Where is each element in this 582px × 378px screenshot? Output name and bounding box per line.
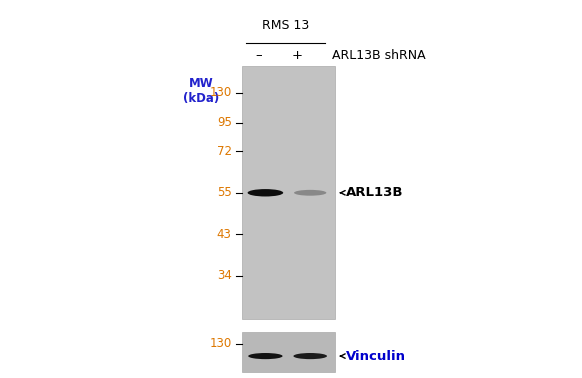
Ellipse shape (248, 353, 283, 359)
Ellipse shape (293, 353, 327, 359)
Text: 95: 95 (217, 116, 232, 129)
Text: 55: 55 (217, 186, 232, 199)
Text: Vinculin: Vinculin (346, 350, 406, 363)
Bar (242, 332, 335, 372)
Text: +: + (292, 50, 302, 62)
Ellipse shape (294, 190, 327, 196)
Text: RMS 13: RMS 13 (261, 19, 309, 32)
Text: 34: 34 (217, 270, 232, 282)
Ellipse shape (247, 189, 283, 197)
Text: 130: 130 (210, 338, 232, 350)
Text: –: – (255, 50, 262, 62)
Text: 130: 130 (210, 86, 232, 99)
Text: 72: 72 (217, 145, 232, 158)
Text: MW
(kDa): MW (kDa) (183, 77, 219, 105)
Text: ARL13B: ARL13B (346, 186, 404, 199)
Text: ARL13B shRNA: ARL13B shRNA (332, 50, 425, 62)
Bar (242, 66, 335, 319)
Text: 43: 43 (217, 228, 232, 241)
